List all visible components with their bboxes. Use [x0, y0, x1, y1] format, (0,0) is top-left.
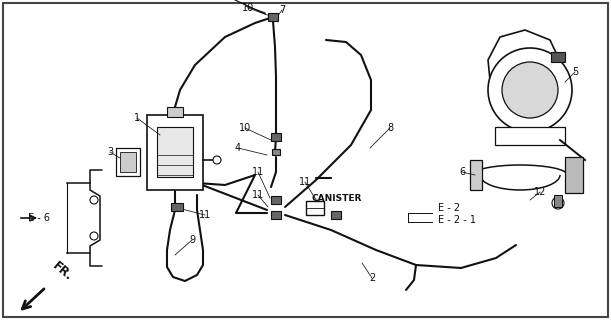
Text: 1: 1: [134, 113, 140, 123]
Bar: [271, 211, 281, 219]
Text: CANISTER: CANISTER: [312, 194, 362, 203]
Text: 7: 7: [279, 5, 285, 15]
Bar: [120, 152, 136, 172]
Text: 10: 10: [242, 3, 254, 13]
Text: 10: 10: [239, 123, 251, 133]
Text: 11: 11: [199, 210, 211, 220]
Bar: [554, 195, 562, 207]
Text: 11: 11: [252, 167, 264, 177]
Bar: [331, 211, 341, 219]
Bar: [167, 107, 183, 117]
Bar: [551, 52, 565, 62]
Text: E - 2: E - 2: [438, 203, 460, 213]
Text: 8: 8: [387, 123, 393, 133]
Circle shape: [502, 62, 558, 118]
Bar: [157, 127, 193, 177]
Text: 2: 2: [369, 273, 375, 283]
Bar: [268, 13, 278, 21]
Bar: [147, 115, 203, 190]
Bar: [565, 157, 583, 193]
Bar: [272, 149, 280, 155]
Circle shape: [552, 197, 564, 209]
Text: FR.: FR.: [50, 259, 75, 283]
Text: 3: 3: [107, 147, 113, 157]
Bar: [470, 160, 482, 190]
Circle shape: [488, 48, 572, 132]
Bar: [271, 196, 281, 204]
Text: E - 2 - 1: E - 2 - 1: [438, 215, 476, 225]
Text: 6: 6: [459, 167, 465, 177]
Text: 4: 4: [235, 143, 241, 153]
Circle shape: [90, 232, 98, 240]
Text: 9: 9: [189, 235, 195, 245]
Bar: [271, 133, 281, 141]
Text: 5: 5: [572, 67, 578, 77]
Text: E - 6: E - 6: [28, 213, 50, 223]
Bar: [495, 127, 565, 145]
Text: 11: 11: [252, 190, 264, 200]
Bar: [116, 148, 140, 176]
Circle shape: [213, 156, 221, 164]
Text: 11: 11: [299, 177, 311, 187]
Bar: [306, 201, 324, 215]
Text: 12: 12: [534, 187, 546, 197]
Circle shape: [90, 196, 98, 204]
Bar: [171, 203, 183, 211]
